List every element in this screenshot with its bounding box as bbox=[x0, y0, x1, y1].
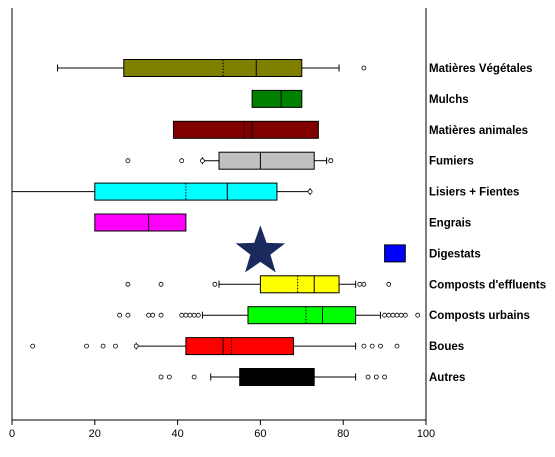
outlier-composts-d-effluents-2 bbox=[212, 281, 218, 287]
box-rect-composts-urbains bbox=[247, 306, 357, 325]
outlier-fumiers-2 bbox=[200, 158, 205, 164]
outlier-composts-urbains-2 bbox=[146, 312, 152, 318]
category-label-fumiers: Fumiers bbox=[429, 156, 474, 168]
x-axis: 0 20 40 60 80 100 bbox=[9, 420, 435, 440]
outlier-composts-urbains-12 bbox=[390, 312, 396, 318]
category-label-composts-urbains: Composts urbains bbox=[429, 310, 530, 322]
box-rect-fumiers bbox=[218, 151, 315, 170]
category-label-engrais: Engrais bbox=[429, 218, 471, 230]
category-label-matieres-animales: Matières animales bbox=[429, 125, 528, 137]
box-engrais bbox=[94, 213, 187, 232]
outlier-composts-urbains-13 bbox=[394, 312, 400, 318]
outlier-autres-1 bbox=[166, 374, 172, 380]
outlier-composts-urbains-8 bbox=[191, 312, 197, 318]
box-digestats bbox=[384, 244, 406, 263]
outlier-boues-7 bbox=[378, 343, 383, 349]
box-boues bbox=[30, 337, 400, 356]
box-composts-d-effluents bbox=[125, 275, 392, 294]
outlier-autres-3 bbox=[365, 374, 371, 380]
outlier-composts-urbains-5 bbox=[179, 312, 185, 318]
category-label-composts-d-effluents: Composts d'effluents bbox=[429, 279, 546, 291]
outlier-composts-urbains-6 bbox=[183, 312, 189, 318]
box-series bbox=[11, 59, 421, 386]
box-rect-matieres-vegetales bbox=[123, 59, 303, 77]
category-label-lisiers-fientes: Lisiers + Fientes bbox=[429, 187, 519, 199]
outlier-boues-1 bbox=[84, 343, 89, 349]
star-marker-layer bbox=[235, 225, 286, 273]
x-tick-label-80: 80 bbox=[337, 428, 349, 440]
box-autres bbox=[158, 368, 388, 386]
outlier-composts-urbains-16 bbox=[415, 312, 421, 318]
x-tick-label-20: 20 bbox=[89, 428, 101, 440]
outlier-composts-urbains-0 bbox=[117, 312, 123, 318]
box-rect-matieres-animales bbox=[172, 120, 319, 139]
outlier-composts-urbains-11 bbox=[386, 312, 392, 318]
outlier-boues-3 bbox=[113, 343, 118, 349]
category-labels: Matières Végétales Mulchs Matières animale… bbox=[429, 63, 546, 384]
outlier-boues-0 bbox=[30, 343, 36, 349]
box-composts-urbains bbox=[117, 306, 421, 325]
x-tick-label-0: 0 bbox=[9, 428, 15, 440]
outlier-autres-4 bbox=[373, 374, 379, 380]
star-marker bbox=[235, 225, 286, 273]
category-label-matieres-vegetales: Matières Végétales bbox=[429, 63, 533, 75]
outlier-composts-urbains-14 bbox=[398, 312, 404, 318]
box-rect-autres bbox=[239, 368, 315, 386]
outlier-matieres-vegetales-0 bbox=[361, 65, 367, 71]
box-rect-lisiers-fientes bbox=[94, 182, 278, 201]
outlier-boues-2 bbox=[100, 343, 106, 349]
category-label-mulchs: Mulchs bbox=[429, 94, 469, 106]
x-tick-label-40: 40 bbox=[171, 428, 183, 440]
category-label-autres: Autres bbox=[429, 372, 465, 384]
outlier-boues-4 bbox=[133, 343, 139, 349]
box-rect-composts-d-effluents bbox=[259, 275, 340, 294]
box-matieres-vegetales bbox=[57, 59, 367, 77]
outlier-boues-5 bbox=[361, 343, 367, 349]
outlier-composts-d-effluents-4 bbox=[361, 281, 367, 287]
box-fumiers bbox=[125, 151, 334, 170]
box-rect-boues bbox=[185, 337, 295, 356]
outlier-composts-urbains-3 bbox=[150, 312, 156, 318]
box-rect-digestats bbox=[384, 244, 406, 263]
outlier-composts-d-effluents-0 bbox=[125, 281, 131, 287]
box-lisiers-fientes bbox=[11, 182, 313, 201]
outlier-composts-urbains-10 bbox=[382, 312, 388, 318]
outlier-boues-6 bbox=[369, 343, 375, 349]
outlier-composts-urbains-4 bbox=[158, 312, 164, 318]
outlier-fumiers-1 bbox=[179, 158, 185, 164]
outlier-lisiers-fientes-0 bbox=[307, 189, 313, 195]
category-label-boues: Boues bbox=[429, 341, 464, 353]
outlier-composts-urbains-9 bbox=[195, 312, 201, 318]
outlier-composts-d-effluents-5 bbox=[386, 281, 392, 287]
box-rect-engrais bbox=[94, 213, 187, 232]
outlier-composts-urbains-1 bbox=[125, 312, 131, 318]
outlier-composts-urbains-7 bbox=[187, 312, 193, 318]
outlier-boues-8 bbox=[394, 343, 400, 349]
outlier-composts-d-effluents-3 bbox=[357, 281, 363, 287]
box-mulchs bbox=[251, 89, 303, 108]
category-label-digestats: Digestats bbox=[429, 248, 481, 260]
x-tick-label-60: 60 bbox=[254, 428, 266, 440]
box-matieres-animales bbox=[172, 120, 319, 139]
outlier-autres-5 bbox=[382, 374, 388, 380]
outlier-composts-urbains-15 bbox=[402, 312, 408, 318]
outlier-autres-0 bbox=[158, 374, 164, 380]
outlier-composts-d-effluents-1 bbox=[158, 281, 164, 287]
outlier-fumiers-4 bbox=[328, 158, 334, 164]
box-rect-mulchs bbox=[251, 89, 303, 108]
x-tick-label-100: 100 bbox=[417, 428, 435, 440]
outlier-fumiers-0 bbox=[125, 158, 131, 164]
plot-frame bbox=[11, 8, 427, 421]
outlier-autres-2 bbox=[191, 374, 197, 380]
